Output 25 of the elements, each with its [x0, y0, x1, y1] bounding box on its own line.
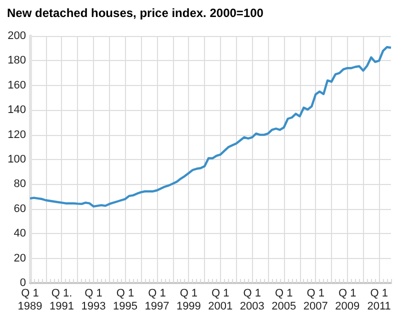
y-tick-label: 100	[8, 154, 26, 166]
y-tick-label: 80	[14, 178, 26, 190]
y-tick-label: 180	[8, 54, 26, 67]
x-tick-label: Q 1 2009	[335, 288, 360, 312]
x-tick-label: Q 1 1999	[176, 288, 201, 312]
x-tick-label: Q 1 2007	[303, 288, 328, 312]
y-tick-label: 160	[8, 79, 26, 92]
y-tick-label: 140	[8, 104, 26, 116]
x-tick-label: Q 1 2011	[367, 288, 391, 312]
x-tick-label: Q 1 1989	[18, 288, 42, 312]
y-tick-label: 40	[14, 228, 26, 240]
y-tick-label: 20	[14, 252, 26, 264]
chart-title: New detached houses, price index. 2000=100	[7, 6, 264, 20]
y-tick-label: 0	[20, 277, 26, 289]
x-tick-label: Q 1 1995	[112, 288, 138, 312]
x-tick-label: Q 1 1993	[81, 288, 106, 312]
line-series	[28, 46, 392, 208]
x-tick-label: Q 1. 1991	[49, 288, 74, 312]
x-tick-label: Q 1 1997	[144, 288, 170, 312]
x-tick-label: Q 1 2003	[240, 288, 264, 312]
y-tick-label: 60	[14, 202, 26, 215]
x-tick-label: Q 1 2005	[272, 288, 296, 312]
x-tick-label: Q 1 2001	[208, 288, 233, 312]
y-tick-label: 200	[8, 30, 26, 42]
y-tick-label: 120	[8, 128, 26, 141]
